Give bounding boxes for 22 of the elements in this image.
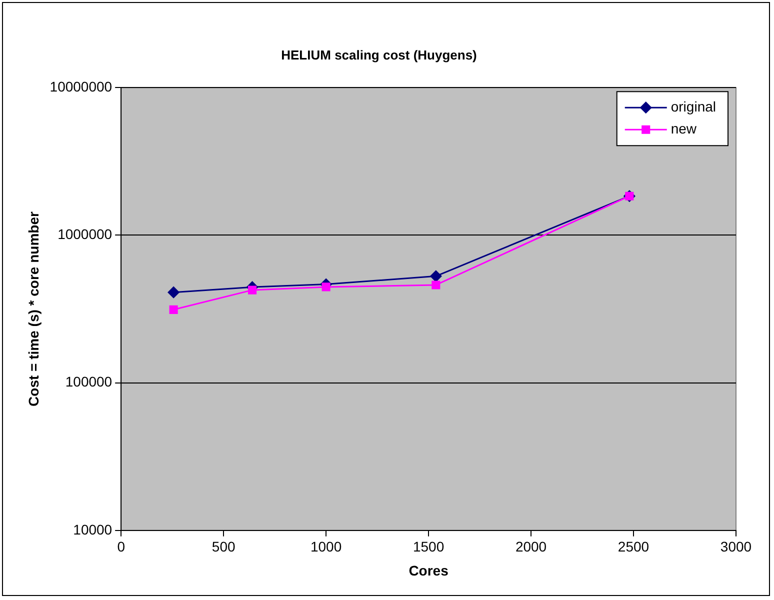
chart-title: HELIUM scaling cost (Huygens) [281, 47, 477, 62]
y-axis-title: Cost = time (s) * core number [25, 211, 42, 406]
legend-label: original [670, 98, 716, 114]
x-tick-label: 0 [117, 538, 126, 555]
x-axis-title: Cores [408, 562, 449, 578]
point [168, 286, 180, 298]
x-tick-label: 3000 [720, 538, 752, 555]
x-tick-label: 2500 [618, 538, 650, 555]
legend-label: new [670, 120, 698, 136]
y-tick-label: 10000 [73, 521, 112, 538]
point [432, 280, 440, 290]
point [322, 282, 330, 292]
y-tick-label: 10000000 [50, 78, 112, 94]
point [248, 286, 257, 294]
y-tick-label: 100000 [65, 374, 112, 390]
y-tick-label: 1000000 [58, 226, 112, 242]
x-tick-label: 1000 [310, 538, 342, 555]
point [430, 270, 442, 282]
point [169, 305, 178, 314]
x-tick-label: 1500 [412, 538, 444, 555]
x-tick-label: 2000 [515, 538, 547, 555]
x-tick-label: 500 [212, 538, 236, 555]
